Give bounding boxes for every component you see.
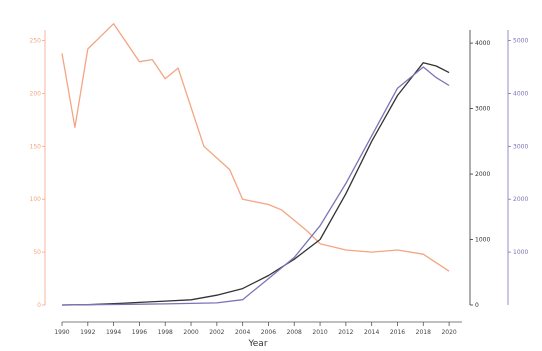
x-tick-label: 2010 xyxy=(312,329,327,336)
x-tick-label: 2002 xyxy=(209,329,224,336)
right2-tick-label: 5000 xyxy=(513,38,528,45)
left-tick-label: 250 xyxy=(30,38,42,45)
x-tick-label: 2016 xyxy=(390,329,405,336)
x-tick-label: 2006 xyxy=(261,329,276,336)
left-tick-label: 200 xyxy=(30,90,42,97)
x-tick-label: 1994 xyxy=(106,329,121,336)
x-tick-label: 2018 xyxy=(416,329,431,336)
left-tick-label: 100 xyxy=(30,196,42,203)
x-tick-label: 2014 xyxy=(364,329,379,336)
right1-tick-label: 0 xyxy=(475,302,479,309)
left-tick-label: 50 xyxy=(33,249,41,256)
x-tick-label: 1990 xyxy=(54,329,69,336)
right2-tick-label: 1000 xyxy=(513,249,528,256)
series-line-2 xyxy=(61,62,450,306)
right2-tick-label: 3000 xyxy=(513,143,528,150)
series-line-1 xyxy=(61,23,450,272)
x-tick-label: 2004 xyxy=(235,329,250,336)
series-line-3 xyxy=(61,66,450,306)
x-tick-label: 1998 xyxy=(158,329,173,336)
x-tick-label: 2012 xyxy=(338,329,353,336)
x-axis-label: Year xyxy=(247,339,267,349)
x-tick-label: 1992 xyxy=(80,329,95,336)
x-tick-label: 2020 xyxy=(441,329,456,336)
right2-tick-label: 2000 xyxy=(513,196,528,203)
right1-tick-label: 3000 xyxy=(475,106,490,113)
left-tick-label: 0 xyxy=(37,302,41,309)
right1-tick-label: 4000 xyxy=(475,40,490,47)
x-tick-label: 2008 xyxy=(287,329,302,336)
x-tick-label: 1996 xyxy=(132,329,147,336)
x-tick-label: 2000 xyxy=(183,329,198,336)
left-tick-label: 150 xyxy=(30,143,42,150)
right1-tick-label: 2000 xyxy=(475,171,490,178)
right2-tick-label: 4000 xyxy=(513,90,528,97)
right1-tick-label: 1000 xyxy=(475,237,490,244)
